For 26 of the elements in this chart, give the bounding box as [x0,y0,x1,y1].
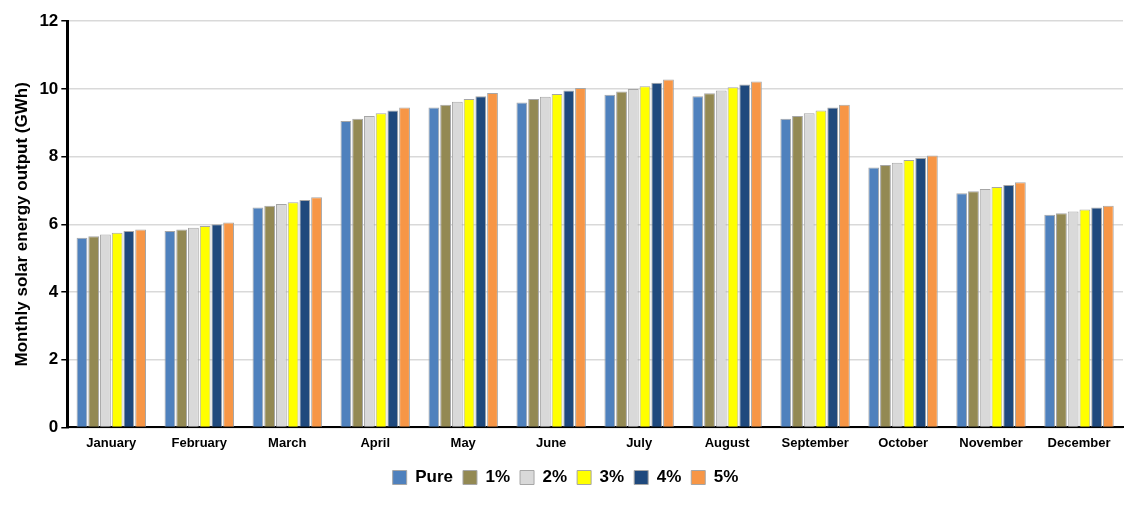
legend-label: Pure [415,467,453,487]
x-tick-label: March [268,434,307,450]
x-tick-label: June [536,434,567,450]
x-tick-label: October [878,434,928,450]
y-tick-label: 12 [39,10,59,30]
x-tick-label: January [86,434,137,450]
x-tick-label: September [781,434,849,450]
y-tick-label: 6 [48,213,59,233]
x-tick-label: December [1047,434,1111,450]
x-tick-label: April [360,434,391,450]
y-tick-label: 8 [48,146,59,166]
x-tick-label: August [704,434,751,450]
legend-label: 2% [542,467,568,487]
legend-label: 4% [656,467,682,487]
x-tick-label: November [959,434,1023,450]
x-tick-label: July [626,434,653,450]
y-tick-label: 0 [48,417,59,437]
legend-label: 5% [713,467,739,487]
legend-label: 1% [485,467,511,487]
legend-label: 3% [599,467,625,487]
y-tick-label: 2 [48,349,59,369]
x-tick-label: February [171,434,228,450]
y-tick-label: 4 [48,281,59,301]
x-tick-label: May [450,434,477,450]
y-tick-label: 10 [39,78,59,98]
y-axis-title: Monthly solar energy output (GWh) [11,82,31,367]
